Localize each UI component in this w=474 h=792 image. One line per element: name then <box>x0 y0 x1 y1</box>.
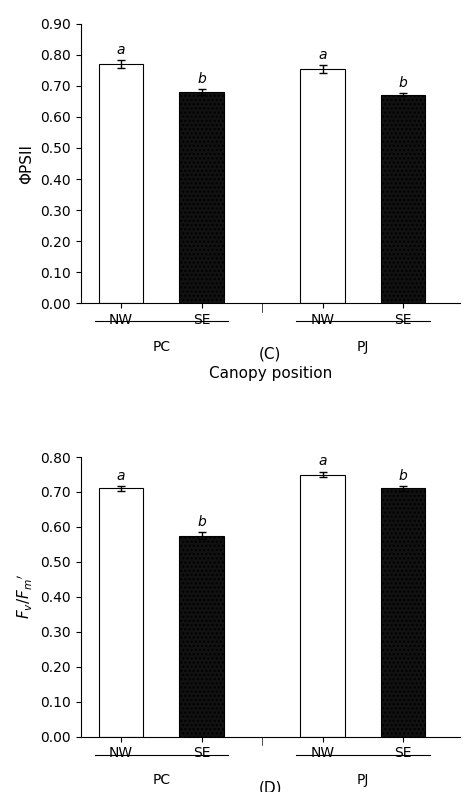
Bar <box>180 535 224 737</box>
Text: PJ: PJ <box>357 340 369 354</box>
Text: (C): (C) <box>259 347 282 362</box>
Text: b: b <box>197 515 206 529</box>
Text: a: a <box>319 455 327 468</box>
Text: a: a <box>117 469 125 483</box>
Text: (D): (D) <box>258 780 282 792</box>
Text: b: b <box>399 469 408 483</box>
Bar <box>99 64 143 303</box>
Bar <box>99 489 143 737</box>
Bar <box>381 94 426 303</box>
Text: PC: PC <box>152 773 170 787</box>
X-axis label: Canopy position: Canopy position <box>209 366 332 381</box>
Bar <box>180 92 224 303</box>
Text: PJ: PJ <box>357 773 369 787</box>
Text: b: b <box>197 71 206 86</box>
Text: a: a <box>319 48 327 62</box>
Bar <box>381 489 426 737</box>
Text: b: b <box>399 76 408 89</box>
Text: a: a <box>117 43 125 57</box>
Text: PC: PC <box>152 340 170 354</box>
Y-axis label: ΦPSII: ΦPSII <box>19 143 35 184</box>
Bar <box>301 69 345 303</box>
Y-axis label: $\mathit{F}_v/\mathit{F}_{m}{}^{\prime}$: $\mathit{F}_v/\mathit{F}_{m}{}^{\prime}$ <box>15 574 35 619</box>
Bar <box>301 474 345 737</box>
